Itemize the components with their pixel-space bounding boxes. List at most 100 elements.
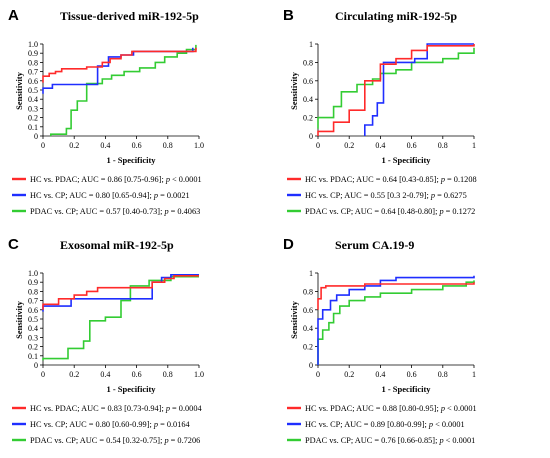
y-tick-label: 0.4 (303, 95, 313, 104)
roc-curves (42, 273, 199, 361)
y-tick-label: 1.0 (28, 269, 38, 278)
chart-title: Serum CA.19-9 (335, 238, 414, 252)
x-tick-label: 0 (41, 370, 45, 379)
legend-p-symbol: p (438, 207, 443, 216)
y-tick-label: 0.8 (28, 287, 38, 296)
x-tick-label: 1 (472, 141, 476, 150)
y-tick-label: 0.6 (28, 77, 38, 86)
panel-label: D (283, 236, 294, 253)
legend-p-value: = 0.0164 (158, 420, 190, 429)
legend-p-value: < 0.0001 (433, 420, 465, 429)
x-ticks: 0 0.2 0.4 0.6 0.8 1.0 (41, 365, 204, 379)
legend-p-symbol: p (430, 191, 435, 200)
legend-text: PDAC vs. CP; AUC = 0.76 [0.66-0.85]; (305, 436, 439, 445)
roc-curve-hc-vs-cp (42, 47, 194, 94)
legend-text: PDAC vs. CP; AUC = 0.57 [0.40-0.73]; (30, 207, 164, 216)
y-tick-label: 0 (34, 132, 38, 141)
y-tick-label: 0.7 (28, 297, 38, 306)
legend-entry: HC vs. PDAC; AUC = 0.88 [0.80-0.95]; p <… (305, 404, 477, 413)
x-tick-label: 0 (316, 141, 320, 150)
legend: HC vs. PDAC; AUC = 0.86 [0.75-0.96]; p <… (12, 175, 202, 216)
legend-text: HC vs. CP; AUC = 0.89 [0.80-0.99]; (305, 420, 429, 429)
y-tick-label: 0 (309, 132, 313, 141)
legend-p-symbol: p (163, 207, 168, 216)
roc-curves (317, 43, 475, 136)
legend-p-symbol: p (163, 436, 168, 445)
legend-entry: PDAC vs. CP; AUC = 0.57 [0.40-0.73]; p =… (30, 207, 200, 216)
legend-entry: HC vs. PDAC; AUC = 0.86 [0.75-0.96]; p <… (30, 175, 202, 184)
legend-entry: HC vs. CP; AUC = 0.55 [0.3 2-0.79]; p = … (305, 191, 467, 200)
roc-curve-hc-vs-cp (364, 43, 474, 136)
panel-d: D Serum CA.19-9 Sensitivity 1 - Specific… (275, 229, 550, 458)
y-tick-label: 0.4 (28, 95, 38, 104)
x-ticks: 0 0.2 0.4 0.6 0.8 1 (316, 365, 476, 379)
x-tick-label: 0.2 (69, 141, 79, 150)
legend-p-symbol: p (165, 175, 170, 184)
y-tick-label: 0 (34, 361, 38, 370)
y-tick-label: 0.6 (28, 306, 38, 315)
y-ticks: 00.10.20.30.40.50.60.70.80.91.0 (28, 269, 43, 370)
y-axis-label: Sensitivity (289, 71, 299, 110)
x-ticks: 0 0.2 0.4 0.6 0.8 1 (316, 136, 476, 150)
legend-text: HC vs. CP; AUC = 0.80 [0.60-0.99]; (30, 420, 154, 429)
y-tick-label: 0.2 (303, 114, 313, 123)
legend-p-value: = 0.1272 (444, 207, 476, 216)
legend-text: PDAC vs. CP; AUC = 0.64 [0.48-0.80]; (305, 207, 439, 216)
x-tick-label: 0.2 (344, 141, 354, 150)
chart-title: Exosomal miR-192-5p (60, 238, 174, 252)
chart-title: Tissue-derived miR-192-5p (60, 9, 199, 23)
y-tick-label: 0.6 (303, 77, 313, 86)
x-tick-label: 0.4 (375, 141, 385, 150)
panel-a: A Tissue-derived miR-192-5p Sensitivity … (0, 0, 275, 229)
x-axis-label: 1 - Specificity (381, 155, 431, 165)
legend-p-value: < 0.0001 (170, 175, 202, 184)
y-axis-label: Sensitivity (289, 300, 299, 339)
y-tick-label: 0.5 (28, 315, 38, 324)
legend-p-value: = 0.6275 (435, 191, 467, 200)
x-axis-label: 1 - Specificity (106, 384, 156, 394)
legend-p-symbol: p (428, 420, 433, 429)
y-tick-label: 0.7 (28, 68, 38, 77)
y-axis-label: Sensitivity (14, 71, 24, 110)
y-tick-label: 0.6 (303, 306, 313, 315)
roc-curve-pdac-vs-cp (49, 44, 197, 136)
legend-p-value: = 0.0004 (170, 404, 202, 413)
x-tick-label: 1 (472, 370, 476, 379)
roc-curve-hc-vs-pdac (317, 44, 475, 136)
x-tick-label: 0.8 (438, 370, 448, 379)
roc-curve-hc-vs-pdac (317, 282, 475, 310)
y-tick-label: 0.8 (28, 58, 38, 67)
y-tick-label: 0.2 (303, 343, 313, 352)
x-tick-label: 0.4 (100, 370, 110, 379)
legend: HC vs. PDAC; AUC = 0.88 [0.80-0.95]; p <… (287, 404, 477, 445)
legend-text: HC vs. PDAC; AUC = 0.64 [0.43-0.85]; (305, 175, 441, 184)
y-tick-label: 1.0 (28, 40, 38, 49)
legend-text: HC vs. CP; AUC = 0.55 [0.3 2-0.79]; (305, 191, 431, 200)
x-tick-label: 0 (41, 141, 45, 150)
x-tick-label: 0.6 (132, 370, 142, 379)
y-tick-label: 0.1 (28, 123, 38, 132)
y-tick-label: 0.8 (303, 58, 313, 67)
legend-entry: HC vs. CP; AUC = 0.89 [0.80-0.99]; p < 0… (305, 420, 465, 429)
roc-curves (42, 44, 197, 136)
legend-p-symbol: p (153, 420, 158, 429)
y-tick-label: 0.4 (28, 324, 38, 333)
x-ticks: 0 0.2 0.4 0.6 0.8 1.0 (41, 136, 204, 150)
legend-entry: PDAC vs. CP; AUC = 0.64 [0.48-0.80]; p =… (305, 207, 475, 216)
y-tick-label: 0.4 (303, 324, 313, 333)
x-tick-label: 0.8 (163, 141, 173, 150)
y-tick-label: 1 (309, 40, 313, 49)
y-tick-label: 0 (309, 361, 313, 370)
legend-entry: HC vs. CP; AUC = 0.80 [0.65-0.94]; p = 0… (30, 191, 190, 200)
roc-curve-hc-vs-pdac (42, 274, 199, 310)
legend-entry: HC vs. PDAC; AUC = 0.64 [0.43-0.85]; p =… (305, 175, 477, 184)
y-tick-label: 0.9 (28, 49, 38, 58)
x-tick-label: 0.6 (407, 141, 417, 150)
x-tick-label: 0.8 (438, 141, 448, 150)
roc-curve-pdac-vs-cp (42, 275, 199, 361)
y-tick-label: 0.1 (28, 352, 38, 361)
legend-p-value: < 0.0001 (444, 436, 476, 445)
chart-title: Circulating miR-192-5p (335, 9, 457, 23)
panel-label: B (283, 7, 294, 24)
roc-curve-pdac-vs-cp (317, 280, 475, 365)
